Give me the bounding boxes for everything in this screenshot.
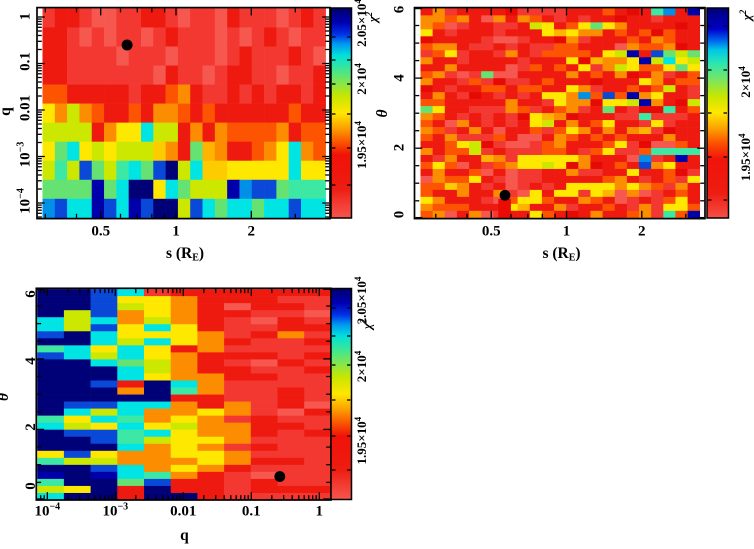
svg-text:2×104: 2×104 — [353, 350, 369, 382]
svg-text:1: 1 — [172, 224, 180, 240]
svg-text:1.95×104: 1.95×104 — [353, 121, 369, 169]
svg-text:s (RE): s (RE) — [166, 245, 204, 264]
svg-text:2: 2 — [392, 144, 408, 152]
svg-text:1.95×104: 1.95×104 — [353, 416, 369, 464]
svg-text:0.1: 0.1 — [242, 504, 261, 520]
svg-text:s (RE): s (RE) — [542, 245, 580, 264]
svg-text:2.05×104: 2.05×104 — [353, 276, 369, 324]
svg-text:0.5: 0.5 — [91, 224, 110, 240]
svg-text:1: 1 — [563, 224, 571, 240]
svg-text:6: 6 — [392, 5, 408, 13]
svg-text:2: 2 — [248, 224, 256, 240]
svg-text:0.01: 0.01 — [170, 504, 196, 520]
svg-text:4: 4 — [23, 357, 39, 365]
svg-text:2×104: 2×104 — [353, 63, 369, 95]
svg-text:6: 6 — [23, 290, 39, 298]
svg-text:1: 1 — [18, 13, 34, 21]
svg-text:0.01: 0.01 — [18, 95, 34, 121]
svg-text:1: 1 — [316, 504, 324, 520]
svg-text:0.5: 0.5 — [482, 224, 501, 240]
svg-text:θ: θ — [374, 109, 391, 117]
svg-text:0: 0 — [392, 211, 408, 219]
svg-text:θ: θ — [0, 393, 12, 401]
svg-text:1.95×104: 1.95×104 — [737, 133, 753, 181]
svg-text:2.05×104: 2.05×104 — [353, 0, 369, 47]
svg-text:4: 4 — [392, 74, 408, 82]
svg-text:2×104: 2×104 — [737, 66, 753, 98]
svg-text:q: q — [180, 527, 189, 544]
svg-text:0: 0 — [23, 482, 39, 490]
svg-text:2: 2 — [23, 423, 39, 431]
svg-text:2: 2 — [638, 224, 646, 240]
svg-text:q: q — [0, 107, 14, 116]
svg-text:0.1: 0.1 — [18, 52, 34, 71]
